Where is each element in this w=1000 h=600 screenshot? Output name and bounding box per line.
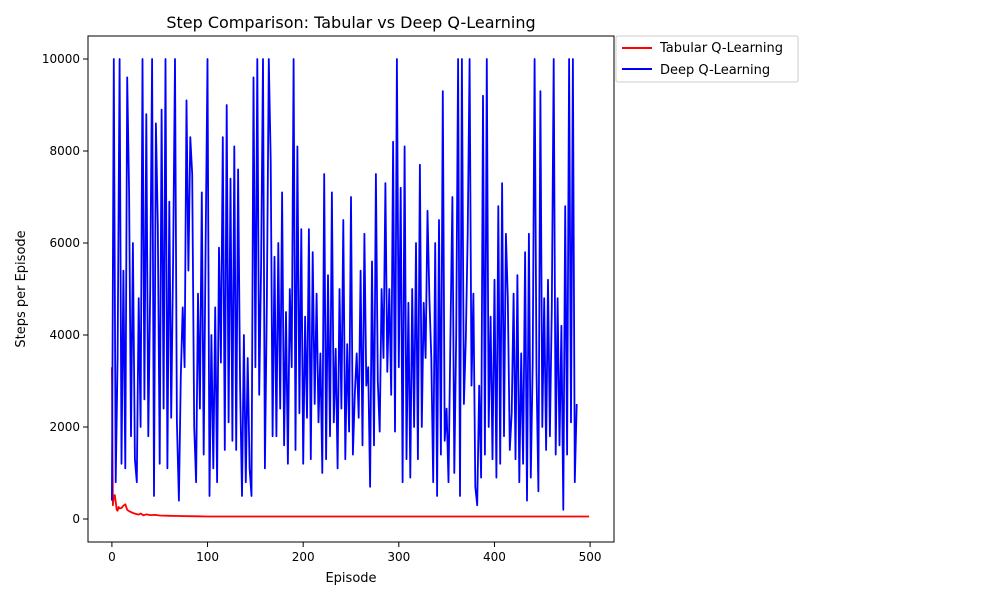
x-tick-label: 100	[196, 550, 219, 564]
series-line-deep	[111, 58, 578, 511]
series-line-tabular	[111, 367, 590, 518]
legend: Tabular Q-Learning Deep Q-Learning	[615, 35, 799, 83]
x-tick-label: 300	[387, 550, 410, 564]
x-axis-label: Episode	[325, 571, 376, 586]
y-tick-label: 4000	[49, 328, 80, 342]
legend-label-tabular: Tabular Q-Learning	[659, 41, 783, 56]
x-tick-label: 200	[292, 550, 315, 564]
legend-frame	[615, 35, 799, 83]
y-axis-label: Steps per Episode	[14, 230, 29, 347]
series-layer	[111, 58, 590, 518]
chart-title: Step Comparison: Tabular vs Deep Q-Learn…	[166, 13, 535, 32]
x-tick-label: 500	[579, 550, 602, 564]
legend-label-deep: Deep Q-Learning	[660, 63, 770, 78]
x-tick-label: 400	[483, 550, 506, 564]
x-axis: 0 100 200 300 400 500	[108, 542, 602, 564]
y-tick-label: 6000	[49, 236, 80, 250]
x-tick-label: 0	[108, 550, 116, 564]
y-tick-label: 10000	[42, 52, 80, 66]
y-axis: 0 2000 4000 6000 8000 10000	[42, 52, 88, 526]
plot-area	[87, 35, 615, 543]
y-tick-label: 8000	[49, 144, 80, 158]
y-tick-label: 0	[72, 512, 80, 526]
y-tick-label: 2000	[49, 420, 80, 434]
